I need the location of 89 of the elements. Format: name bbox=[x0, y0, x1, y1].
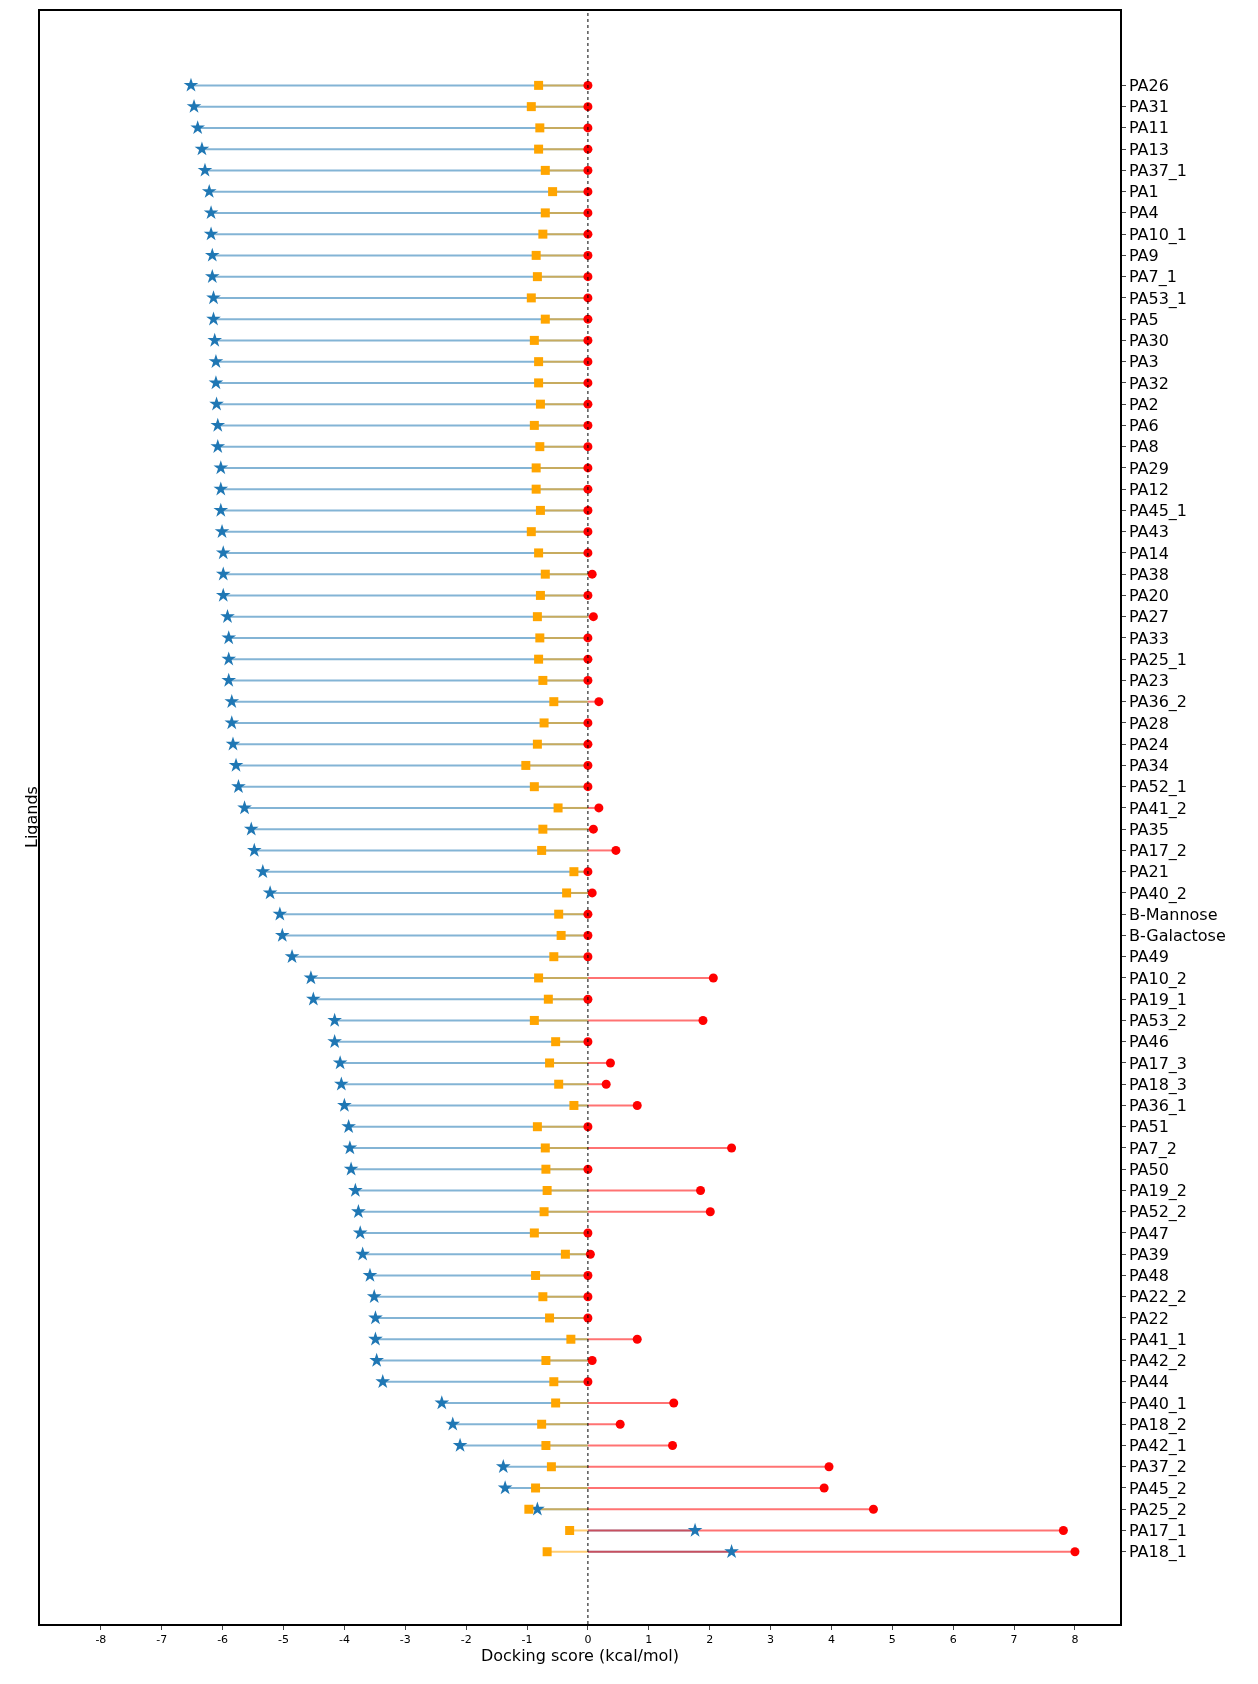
y-tick-label: PA49 bbox=[1128, 947, 1169, 967]
y-tick-label: PA52_2 bbox=[1128, 1202, 1188, 1223]
y-tick-label: PA28 bbox=[1128, 713, 1169, 733]
y-tick-label: PA42_2 bbox=[1128, 1351, 1188, 1372]
y-tick-label: PA21 bbox=[1128, 862, 1169, 882]
y-tick-label: PA24 bbox=[1128, 734, 1169, 754]
y-tick-label: PA27 bbox=[1128, 607, 1169, 627]
x-tick-label: 2 bbox=[706, 1632, 714, 1646]
y-tick-label: PA17_2 bbox=[1128, 841, 1188, 862]
x-axis-title: Docking score (kcal/mol) bbox=[480, 1645, 680, 1665]
x-tick-label: -3 bbox=[399, 1632, 411, 1646]
y-tick-label: PA12 bbox=[1128, 479, 1169, 499]
y-tick-label: PA31 bbox=[1128, 97, 1169, 117]
y-tick-label: PA45_2 bbox=[1128, 1478, 1188, 1499]
y-tick-label: PA52_1 bbox=[1128, 777, 1188, 798]
y-tick-label: PA4 bbox=[1128, 203, 1159, 223]
y-tick-label: PA34 bbox=[1128, 756, 1169, 776]
x-tick-label: -6 bbox=[217, 1632, 229, 1646]
y-tick-label: PA17_3 bbox=[1128, 1053, 1188, 1074]
y-tick-label: B-Mannose bbox=[1128, 904, 1218, 924]
y-tick-label: PA19_2 bbox=[1128, 1181, 1188, 1202]
y-tick-label: PA10_1 bbox=[1128, 224, 1188, 245]
y-tick-label: PA38 bbox=[1128, 564, 1169, 584]
y-tick-label: PA33 bbox=[1128, 628, 1169, 648]
y-tick-label: PA14 bbox=[1128, 543, 1169, 563]
y-tick-label: PA45_1 bbox=[1128, 501, 1188, 522]
y-tick-label: PA8 bbox=[1128, 437, 1159, 457]
y-axis-title: Ligands bbox=[22, 786, 41, 848]
y-tick-label: PA6 bbox=[1128, 416, 1159, 436]
y-tick-label: PA50 bbox=[1128, 1159, 1169, 1179]
y-tick-label: PA10_2 bbox=[1128, 968, 1188, 989]
y-tick-label: PA11 bbox=[1128, 118, 1169, 138]
x-tick-label: -2 bbox=[460, 1632, 472, 1646]
y-tick-label: PA36_1 bbox=[1128, 1096, 1188, 1117]
y-tick-label: PA20 bbox=[1128, 586, 1169, 606]
y-tick-label: PA30 bbox=[1128, 331, 1169, 350]
y-tick-label: PA37_2 bbox=[1128, 1457, 1188, 1478]
x-tick-label: 7 bbox=[1010, 1632, 1018, 1646]
y-tick-label: PA47 bbox=[1128, 1223, 1169, 1243]
y-tick-label: PA32 bbox=[1128, 373, 1169, 393]
y-tick-label: PA37_1 bbox=[1128, 160, 1188, 181]
y-tick-label: PA7_1 bbox=[1128, 267, 1177, 288]
y-tick-label: PA18_1 bbox=[1128, 1542, 1188, 1563]
y-tick-label: PA40_2 bbox=[1128, 883, 1188, 904]
y-tick-label: PA44 bbox=[1128, 1372, 1169, 1392]
x-tick-label: 3 bbox=[767, 1632, 775, 1646]
y-tick-label: PA18_2 bbox=[1128, 1414, 1188, 1435]
x-tick-label: 1 bbox=[645, 1632, 653, 1646]
x-tick-label: 8 bbox=[1071, 1632, 1079, 1646]
y-tick-label: PA29 bbox=[1128, 458, 1169, 478]
x-tick-label: -7 bbox=[156, 1632, 168, 1646]
y-tick-label: B-Galactose bbox=[1128, 926, 1226, 946]
y-tick-label: PA7_2 bbox=[1128, 1138, 1177, 1159]
y-tick-label: PA5 bbox=[1128, 309, 1159, 329]
y-tick-label: PA3 bbox=[1128, 352, 1159, 372]
y-tick-label: PA35 bbox=[1128, 819, 1169, 839]
y-tick-label: PA42_1 bbox=[1128, 1436, 1188, 1457]
x-tick-label: -4 bbox=[338, 1632, 350, 1646]
y-tick-label: PA41_1 bbox=[1128, 1329, 1188, 1350]
y-tick-label: PA36_2 bbox=[1128, 692, 1188, 713]
y-tick-label: PA25_1 bbox=[1128, 649, 1188, 670]
x-tick-label: 0 bbox=[584, 1632, 592, 1646]
y-tick-label: PA25_2 bbox=[1128, 1499, 1188, 1520]
y-tick-label: PA39 bbox=[1128, 1244, 1169, 1264]
y-tick-label: PA22_2 bbox=[1128, 1287, 1188, 1308]
y-tick-label: PA51 bbox=[1128, 1117, 1169, 1137]
x-tick-label: -5 bbox=[278, 1632, 289, 1646]
y-tick-label: PA18_3 bbox=[1128, 1074, 1188, 1095]
y-tick-label: PA46 bbox=[1128, 1032, 1169, 1052]
x-tick-label: 4 bbox=[827, 1632, 835, 1646]
x-tick-label: 6 bbox=[949, 1632, 957, 1646]
y-tick-label: PA43 bbox=[1128, 522, 1169, 542]
y-tick-label: PA13 bbox=[1128, 139, 1169, 159]
x-tick-label: 5 bbox=[888, 1632, 896, 1646]
y-tick-label: PA53_2 bbox=[1128, 1011, 1188, 1032]
y-tick-label: PA41_2 bbox=[1128, 798, 1188, 819]
y-tick-label: PA26 bbox=[1128, 75, 1169, 95]
y-tick-label: PA53_1 bbox=[1128, 288, 1188, 309]
y-tick-label: PA1 bbox=[1128, 182, 1159, 202]
y-tick-label: PA23 bbox=[1128, 671, 1169, 691]
y-tick-label: PA22 bbox=[1128, 1308, 1169, 1328]
y-tick-label: PA9 bbox=[1128, 245, 1159, 265]
x-tick-label: -8 bbox=[95, 1632, 107, 1646]
x-tick-label: -1 bbox=[521, 1632, 533, 1646]
y-tick-label: PA19_1 bbox=[1128, 989, 1188, 1010]
y-tick-label: PA2 bbox=[1128, 394, 1159, 414]
y-tick-label: PA48 bbox=[1128, 1266, 1169, 1286]
y-tick-label: PA40_1 bbox=[1128, 1393, 1188, 1414]
y-tick-label: PA17_1 bbox=[1128, 1521, 1188, 1542]
